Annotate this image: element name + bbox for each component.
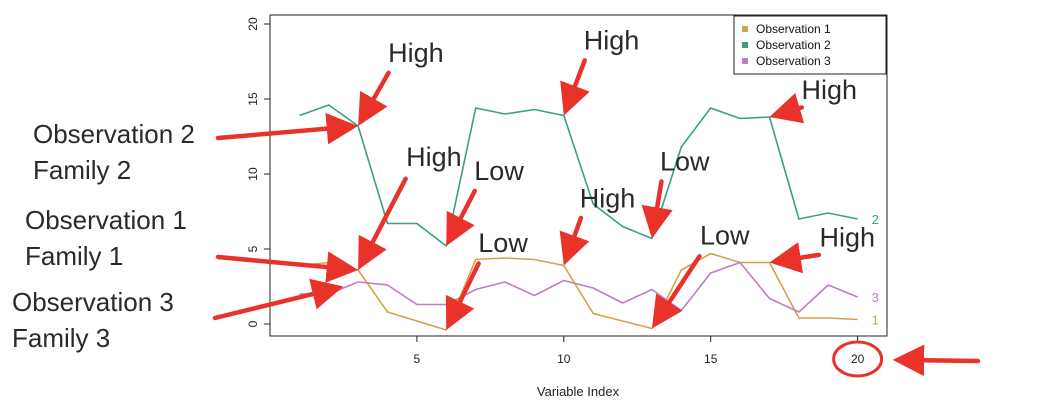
annotation-label: High	[801, 75, 857, 105]
annotation-arrow	[358, 70, 391, 127]
y-tick-label: 15	[246, 92, 260, 106]
annotation-arrow	[446, 188, 478, 247]
annotation-label: High	[406, 142, 462, 172]
series-end-label: 1	[872, 313, 879, 328]
y-tick-label: 20	[246, 17, 260, 31]
annotation-arrow	[215, 112, 359, 145]
legend-box	[733, 15, 887, 75]
y-tick-label: 10	[246, 167, 260, 181]
side-label-line2: Family 2	[33, 155, 131, 185]
annotation-arrow	[215, 251, 359, 283]
side-label-line2: Family 1	[25, 241, 123, 271]
legend-label: Observation 2	[756, 38, 831, 52]
legend-label: Observation 1	[756, 22, 831, 36]
annotation-label: High	[584, 26, 640, 56]
series-end-label: 3	[872, 290, 879, 305]
side-label-line2: Family 3	[12, 323, 110, 353]
annotation-arrow	[445, 261, 481, 330]
x-tick-label: 20	[851, 352, 865, 366]
annotation-label: Low	[474, 156, 524, 186]
highlight-arrow	[892, 344, 981, 377]
annotation-arrow	[212, 278, 344, 321]
annotation-label: High	[388, 38, 444, 68]
legend-label: Observation 3	[756, 54, 831, 68]
legend-swatch	[742, 26, 748, 32]
annotation-label: High	[819, 223, 875, 253]
annotation-arrow	[641, 179, 673, 239]
legend: Observation 1 Observation 2 Observation 3	[733, 15, 887, 75]
annotation-arrow	[560, 58, 590, 116]
highlight-circle	[832, 340, 884, 378]
x-axis: 5 10 15 20	[414, 336, 865, 366]
side-label-line1: Observation 1	[25, 205, 187, 235]
side-labels: Observation 2 Family 2 Observation 1 Family…	[12, 112, 359, 353]
legend-swatch	[742, 58, 748, 64]
x-tick-label: 5	[414, 352, 421, 366]
annotation-arrow	[651, 254, 702, 329]
annotation-arrow	[769, 242, 822, 274]
side-label-line1: Observation 3	[12, 287, 174, 317]
series-end-labels: 1 2 3	[872, 212, 879, 328]
annotation-arrow	[769, 93, 805, 124]
series-line-2	[299, 104, 858, 247]
x-tick-label: 10	[557, 352, 571, 366]
x-axis-title: Variable Index	[537, 384, 620, 399]
y-tick-label: 0	[246, 320, 260, 327]
series-line-1	[299, 252, 858, 331]
side-label-line1: Observation 2	[33, 119, 195, 149]
y-tick-label: 5	[246, 245, 260, 252]
x-tick-label: 15	[704, 352, 718, 366]
annotation-label: Low	[700, 221, 750, 251]
annotations: High High High High Low High Low Low Low High	[358, 26, 875, 330]
series-end-label: 2	[872, 212, 879, 227]
annotation-arrow	[559, 215, 590, 266]
y-axis: 0 5 10 15 20	[246, 17, 270, 327]
annotation-label: Low	[478, 228, 528, 258]
tick-highlight	[832, 340, 981, 378]
annotation-arrow	[358, 176, 408, 270]
series-lines	[299, 104, 858, 331]
legend-swatch	[742, 42, 748, 48]
annotation-label: High	[580, 184, 636, 214]
series-line-3	[299, 261, 858, 313]
annotation-label: Low	[660, 147, 710, 177]
plot-frame	[269, 14, 888, 337]
